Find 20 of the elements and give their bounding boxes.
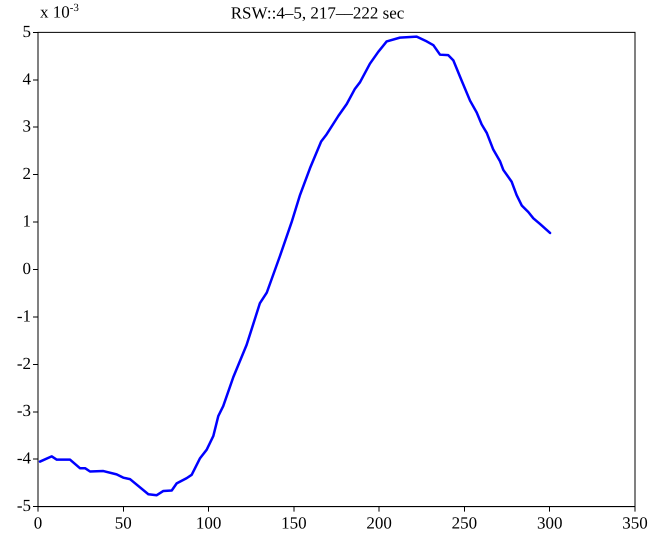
- x-tick-label: 100: [196, 513, 222, 532]
- y-tick-label: -4: [16, 448, 32, 468]
- x-tick-label: 250: [452, 513, 478, 532]
- y-tick-label: -1: [16, 306, 31, 326]
- y-tick-label: 4: [22, 69, 32, 88]
- y-tick-label: 3: [22, 116, 31, 136]
- x-tick-label: 300: [536, 513, 562, 532]
- chart-title: RSW::4–5, 217––222 sec: [230, 4, 405, 23]
- x-tick-label: 150: [281, 513, 307, 532]
- x-tick-label: 350: [622, 513, 648, 532]
- y-tick-label: -5: [16, 496, 31, 516]
- x-tick-label: 200: [366, 513, 392, 532]
- text: x 10$^{-3}$: [40, 2, 79, 23]
- y-tick-label: 0: [22, 258, 31, 278]
- y-tick-label: -3: [16, 401, 31, 420]
- y-tick-label: 1: [22, 212, 31, 231]
- x-tick-label: 50: [114, 513, 132, 532]
- y-tick-label: 2: [22, 164, 31, 184]
- y-tick-label: 5: [22, 22, 31, 41]
- y-tick-label: -2: [16, 354, 31, 373]
